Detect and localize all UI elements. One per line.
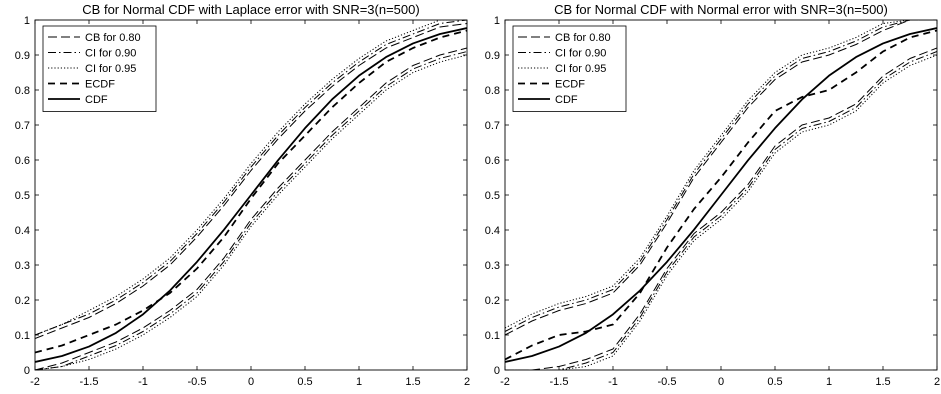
y-tick-label: 0.3	[15, 260, 30, 272]
y-tick-label: 0.2	[15, 295, 30, 307]
chart-title: CB for Normal CDF with Normal error with…	[554, 2, 888, 17]
y-tick-label: 0.4	[15, 225, 30, 237]
series-line-cdf	[35, 27, 467, 363]
series-line-ecdf	[35, 29, 467, 354]
legend: CB for 0.80 CI for 0.90 CI for 0.95 ECDF CDF	[512, 25, 627, 112]
chart-title: CB for Normal CDF with Laplace error wit…	[82, 2, 419, 17]
series-line-ci-for-0-90	[35, 20, 467, 336]
y-tick-label: 0.9	[15, 50, 30, 62]
x-tick-label: -1	[138, 376, 148, 388]
y-tick-label: 0.7	[15, 120, 30, 132]
x-tick-label: -2	[500, 376, 510, 388]
y-tick-label: 0.1	[15, 330, 30, 342]
x-tick-label: 0.5	[767, 376, 782, 388]
series-line-cb-for-0-80	[35, 47, 467, 370]
y-tick-label: 0.4	[485, 225, 500, 237]
series-line-ci-for-0-90	[505, 20, 937, 332]
series-line-cb-for-0-80	[35, 23, 467, 339]
legend-label: CI for 0.95	[85, 63, 136, 75]
series-line-ci-for-0-95	[35, 54, 467, 370]
series-line-ci-for-0-95	[505, 20, 937, 329]
y-tick-label: 1	[24, 15, 30, 27]
y-tick-label: 0.1	[485, 330, 500, 342]
series-group	[505, 20, 937, 370]
y-tick-label: 0.8	[485, 85, 500, 97]
legend-box	[42, 25, 157, 112]
series-line-cb-for-0-80	[505, 47, 937, 370]
x-tick-label: -2	[30, 376, 40, 388]
y-tick-label: 1	[494, 15, 500, 27]
series-line-cdf	[505, 27, 937, 363]
chart-normal-error: CB for Normal CDF with Normal error with…	[485, 2, 940, 388]
x-tick-label: 2	[464, 376, 470, 388]
legend-label: CDF	[555, 94, 578, 106]
legend-label: ECDF	[555, 79, 585, 91]
legend-label: CB for 0.80	[85, 32, 141, 44]
series-line-ci-for-0-90	[35, 51, 467, 370]
legend-label: CB for 0.80	[555, 32, 611, 44]
x-tick-label: -1.5	[80, 376, 99, 388]
legend-label: CI for 0.95	[555, 63, 606, 75]
x-tick-label: 1.5	[405, 376, 420, 388]
x-tick-label: -1	[608, 376, 618, 388]
x-tick-label: -0.5	[658, 376, 677, 388]
series-line-ci-for-0-95	[35, 20, 467, 336]
series-line-ci-for-0-90	[505, 51, 937, 370]
series-line-ci-for-0-95	[505, 54, 937, 370]
x-tick-label: 0.5	[297, 376, 312, 388]
y-tick-label: 0.7	[485, 120, 500, 132]
y-tick-label: 0	[494, 365, 500, 377]
legend-label: CI for 0.90	[85, 48, 136, 60]
series-group	[35, 20, 467, 370]
x-tick-label: 2	[934, 376, 940, 388]
x-tick-label: 0	[718, 376, 724, 388]
x-tick-label: -1.5	[550, 376, 569, 388]
series-line-cb-for-0-80	[505, 20, 937, 336]
x-tick-label: 1	[356, 376, 362, 388]
legend-label: CDF	[85, 94, 108, 106]
y-tick-label: 0.8	[15, 85, 30, 97]
legend: CB for 0.80 CI for 0.90 CI for 0.95 ECDF CDF	[42, 25, 157, 112]
y-tick-label: 0.3	[485, 260, 500, 272]
y-tick-label: 0.9	[485, 50, 500, 62]
x-tick-label: 1.5	[875, 376, 890, 388]
chart-laplace-error: CB for Normal CDF with Laplace error wit…	[15, 2, 470, 388]
legend-label: CI for 0.90	[555, 48, 606, 60]
series-line-ecdf	[505, 29, 937, 361]
y-tick-label: 0.6	[485, 155, 500, 167]
x-tick-label: 1	[826, 376, 832, 388]
x-tick-label: -0.5	[188, 376, 207, 388]
legend-label: ECDF	[85, 79, 115, 91]
y-tick-label: 0	[24, 365, 30, 377]
y-tick-label: 0.5	[485, 190, 500, 202]
x-tick-label: 0	[248, 376, 254, 388]
y-tick-label: 0.5	[15, 190, 30, 202]
legend-box	[512, 25, 627, 112]
y-tick-label: 0.6	[15, 155, 30, 167]
y-tick-label: 0.2	[485, 295, 500, 307]
